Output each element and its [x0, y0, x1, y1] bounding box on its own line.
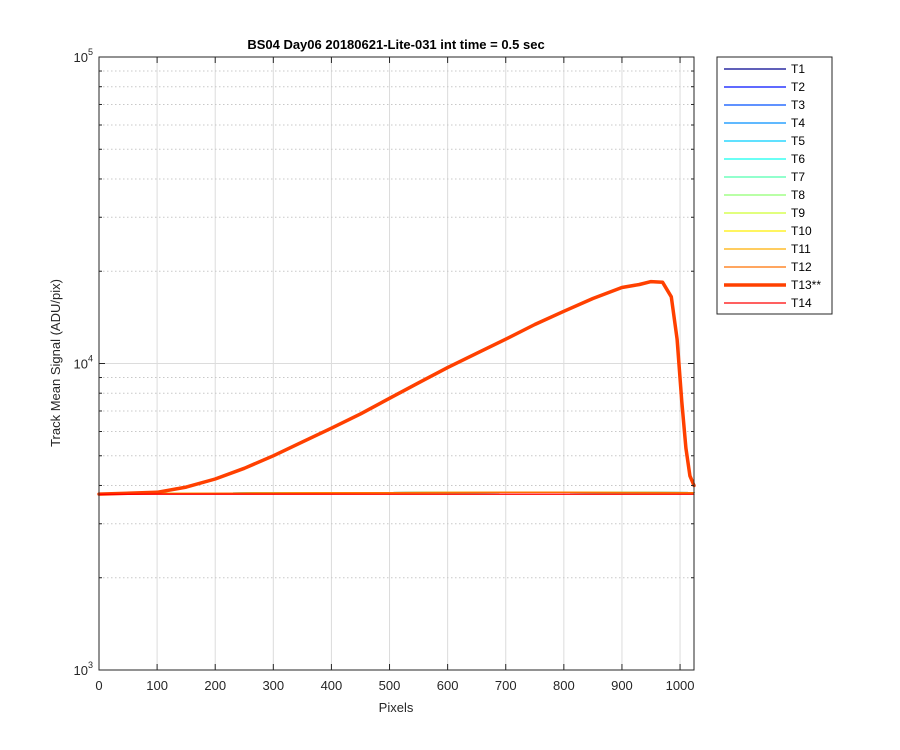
- legend-label: T6: [791, 152, 805, 166]
- x-tick-label: 800: [553, 678, 575, 693]
- y-tick-base: 10: [74, 50, 88, 65]
- y-tick-label: 103: [74, 660, 93, 678]
- y-tick-label: 104: [74, 354, 93, 372]
- x-tick-label: 900: [611, 678, 633, 693]
- x-axis-label: Pixels: [379, 700, 414, 715]
- y-axis-label: Track Mean Signal (ADU/pix): [48, 279, 63, 447]
- x-tick-label: 200: [204, 678, 226, 693]
- series-line-t13: [97, 279, 696, 496]
- legend-label: T14: [791, 296, 812, 310]
- y-tick-base: 10: [74, 663, 88, 678]
- series-line-t12: [98, 491, 695, 495]
- legend-box: [716, 56, 833, 315]
- legend-label: T10: [791, 224, 812, 238]
- axis-ticks: 0 100 200 300 400 500 600 700 800 900 100010310410…: [74, 47, 695, 693]
- y-tick-exponent: 5: [88, 47, 93, 57]
- y-tick-label: 105: [74, 47, 93, 65]
- x-tick-label: 0: [95, 678, 102, 693]
- legend-label: T4: [791, 116, 805, 130]
- x-tick-label: 500: [379, 678, 401, 693]
- x-tick-label: 300: [262, 678, 284, 693]
- legend-label: T1: [791, 62, 805, 76]
- legend-label: T5: [791, 134, 805, 148]
- x-tick-label: 100: [146, 678, 168, 693]
- x-tick-label: 1000: [666, 678, 695, 693]
- y-tick-exponent: 3: [88, 660, 93, 670]
- legend-label: T13**: [791, 278, 821, 292]
- legend-label: T2: [791, 80, 805, 94]
- chart-title: BS04 Day06 20180621-Lite-031 int time = …: [247, 37, 544, 52]
- legend-label: T11: [791, 242, 811, 256]
- legend-label: T9: [791, 206, 805, 220]
- legend-label: T12: [791, 260, 812, 274]
- legend: T1 T2 T3 T4 T5 T6 T7 T8 T9 T10 T11 T12 T13** T14: [716, 56, 833, 315]
- legend-label: T8: [791, 188, 805, 202]
- y-tick-base: 10: [74, 357, 88, 372]
- legend-label: T7: [791, 170, 805, 184]
- x-tick-label: 600: [437, 678, 459, 693]
- x-tick-label: 700: [495, 678, 517, 693]
- legend-label: T3: [791, 98, 805, 112]
- series-lines: [97, 279, 696, 496]
- y-tick-exponent: 4: [88, 354, 93, 364]
- x-tick-label: 400: [321, 678, 343, 693]
